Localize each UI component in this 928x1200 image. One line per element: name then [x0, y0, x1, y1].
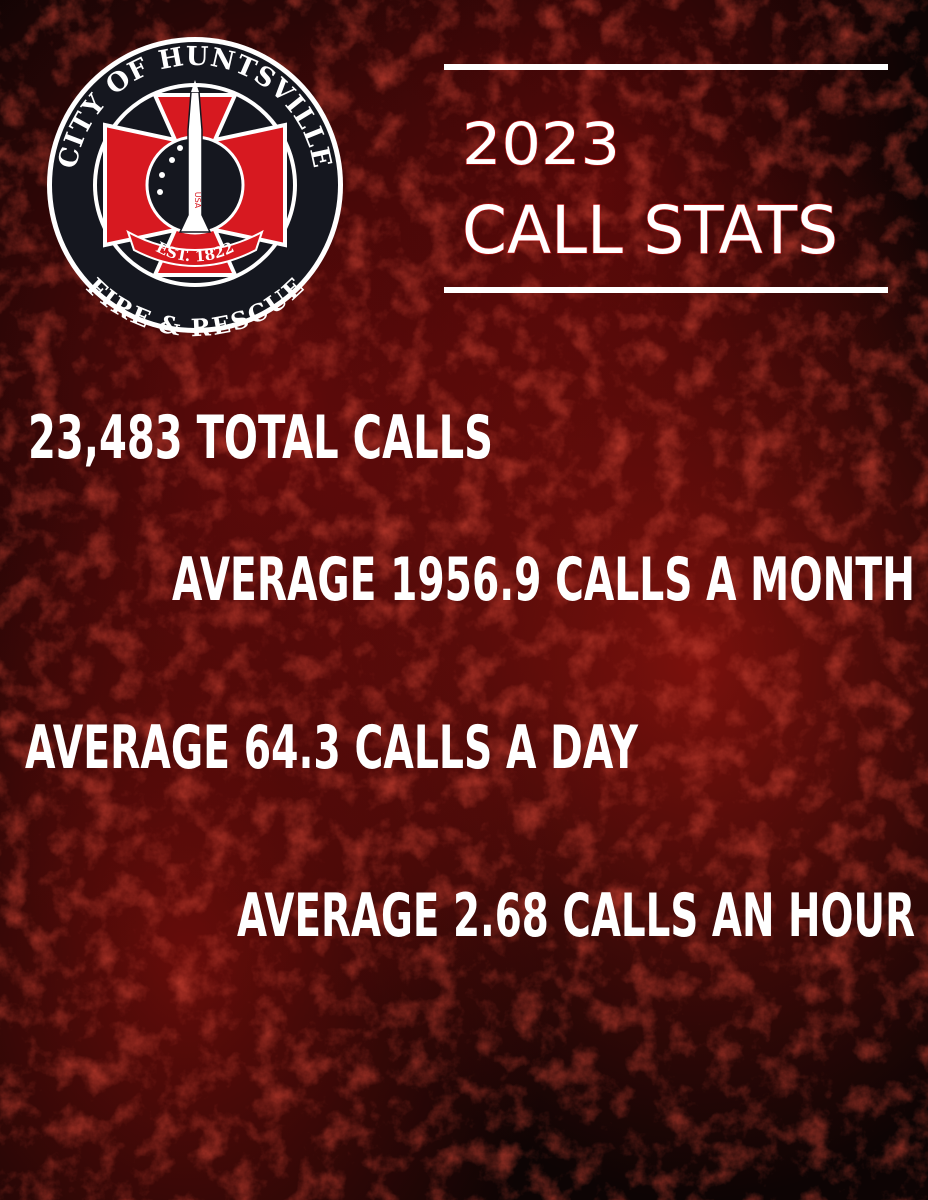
divider [444, 287, 888, 293]
stat: 23,483 TOTAL CALLS [28, 403, 493, 473]
stat: AVERAGE 1956.9 CALLS A MONTH [172, 545, 915, 615]
rocket-text: USA [193, 192, 202, 209]
stat: AVERAGE 64.3 CALLS A DAY [25, 713, 639, 783]
logo: CITY OF HUNTSVILLE FIRE & RESCUE EST. 18… [47, 37, 343, 343]
divider [444, 64, 888, 70]
stat: AVERAGE 2.68 CALLS AN HOUR [237, 881, 915, 951]
year: 2023 [462, 110, 620, 178]
title: CALL STATS [462, 192, 838, 269]
